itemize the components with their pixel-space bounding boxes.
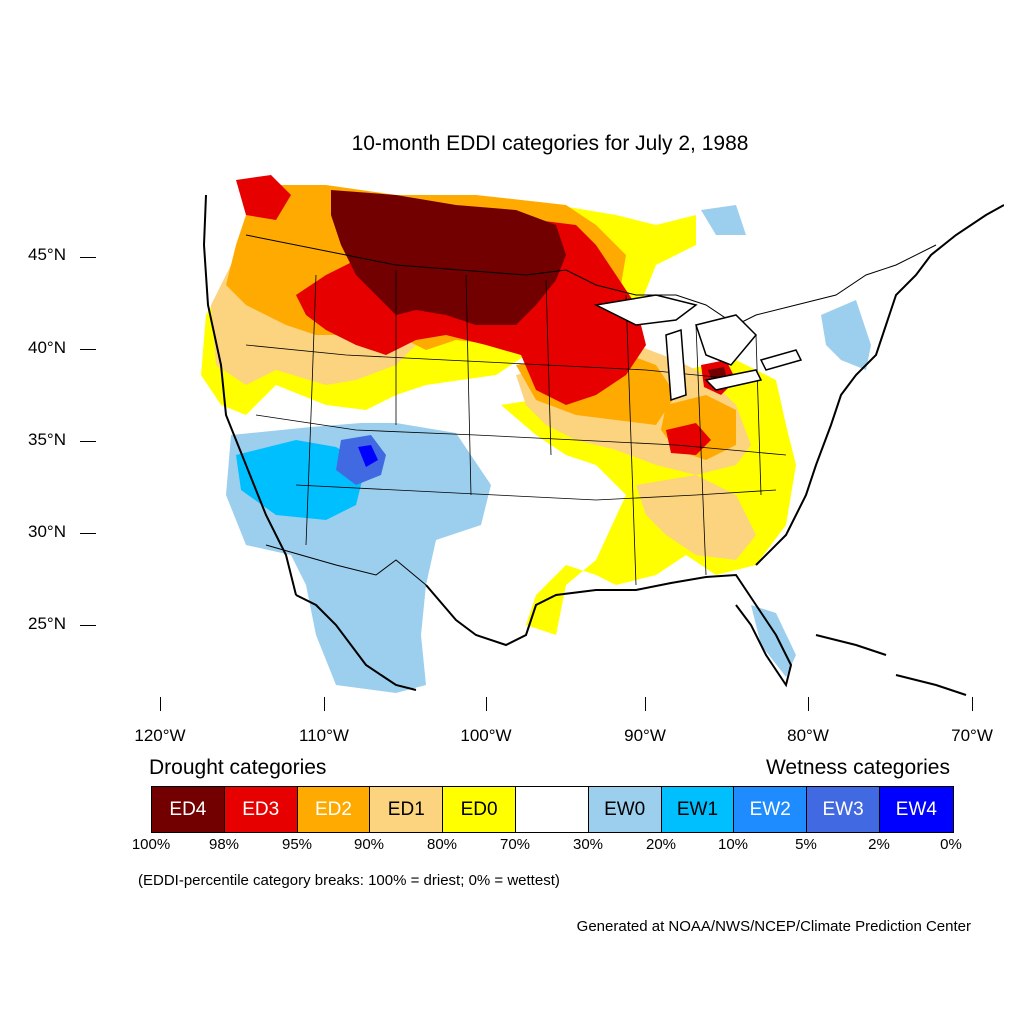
eddi-map: [96, 165, 1004, 697]
wetness-categories-heading: Wetness categories: [765, 756, 950, 779]
lon-label-90: 90°W: [624, 726, 666, 745]
lat-tick-35: [80, 441, 96, 442]
state-borders: [245, 270, 787, 586]
lon-tick-120: [160, 697, 161, 711]
great-lakes: [593, 294, 803, 402]
lon-label-120: 120°W: [134, 726, 186, 745]
break-label: 20%: [645, 836, 677, 853]
us-coastline: [202, 194, 1004, 691]
break-label: 2%: [868, 836, 890, 853]
lat-tick-45: [80, 257, 96, 258]
legend-box-neutral: [515, 787, 589, 832]
break-label: 10%: [717, 836, 749, 853]
legend-label: EW0: [604, 798, 646, 820]
lat-label-45: 45°N: [28, 245, 66, 264]
lon-tick-80: [808, 697, 809, 711]
lat-tick-25: [80, 625, 96, 626]
legend-box-ew2: EW2: [734, 787, 808, 832]
lon-label-110: 110°W: [299, 726, 349, 745]
break-label: 90%: [353, 836, 385, 853]
legend-label: ED2: [315, 798, 352, 820]
break-label: 100%: [131, 836, 171, 853]
break-label: 30%: [572, 836, 604, 853]
legend-box-ed4: ED4: [152, 787, 225, 832]
islands: [815, 634, 967, 696]
legend-box-ed2: ED2: [297, 787, 371, 832]
legend-box-ed1: ED1: [370, 787, 444, 832]
drought-categories-heading: Drought categories: [149, 756, 327, 779]
region-ew3-newmexico: [336, 435, 386, 485]
map-title: 10-month EDDI categories for July 2, 198…: [351, 132, 749, 155]
legend-box-ed3: ED3: [224, 787, 298, 832]
lon-label-80: 80°W: [787, 726, 829, 745]
legend-box-ew0: EW0: [588, 787, 662, 832]
break-label: 80%: [426, 836, 458, 853]
legend-label: ED1: [387, 798, 425, 820]
region-ew0-lakes: [701, 205, 746, 235]
lon-tick-110: [324, 697, 325, 711]
break-label: 0%: [940, 836, 962, 853]
mexico-border: [265, 544, 427, 586]
legend-box-ew4: EW4: [879, 787, 953, 832]
break-label: 5%: [795, 836, 817, 853]
lat-tick-40: [80, 349, 96, 350]
category-breaks-note: (EDDI-percentile category breaks: 100% =…: [138, 872, 560, 889]
legend-label: EW1: [676, 798, 719, 820]
legend-label: EW4: [895, 798, 937, 820]
break-label: 98%: [208, 836, 240, 853]
lat-label-40: 40°N: [28, 338, 66, 357]
region-ed4-north: [331, 190, 566, 325]
break-label: 95%: [281, 836, 313, 853]
lon-tick-100: [486, 697, 487, 711]
lon-label-70: 70°W: [951, 726, 993, 745]
legend-label: ED0: [460, 798, 498, 820]
lon-label-100: 100°W: [460, 726, 512, 745]
lon-tick-70: [972, 697, 973, 711]
region-ew1-southwest: [236, 440, 366, 520]
legend-colorbar: ED4 ED3 ED2 ED1 ED0 EW0 EW1 EW2 EW3 EW4: [151, 786, 954, 833]
canada-border: [245, 234, 937, 326]
region-ew0-northeast: [821, 300, 871, 370]
region-ed3-northeast: [236, 175, 291, 220]
legend-label: EW2: [749, 798, 791, 820]
break-label: 70%: [499, 836, 531, 853]
lat-label-35: 35°N: [28, 430, 66, 449]
legend-label: EW3: [822, 798, 864, 820]
credit-text: Generated at NOAA/NWS/NCEP/Climate Predi…: [576, 918, 971, 935]
lon-tick-90: [645, 697, 646, 711]
legend-label: ED4: [169, 798, 207, 820]
legend-box-ew1: EW1: [661, 787, 735, 832]
lat-label-30: 30°N: [28, 522, 66, 541]
legend-label: ED3: [242, 798, 280, 820]
lat-tick-30: [80, 533, 96, 534]
region-ew4-newmexico: [358, 445, 378, 467]
lat-label-25: 25°N: [28, 614, 66, 633]
region-ew0-florida: [751, 605, 796, 677]
legend-box-ed0: ED0: [443, 787, 516, 832]
legend-box-ew3: EW3: [807, 787, 880, 832]
